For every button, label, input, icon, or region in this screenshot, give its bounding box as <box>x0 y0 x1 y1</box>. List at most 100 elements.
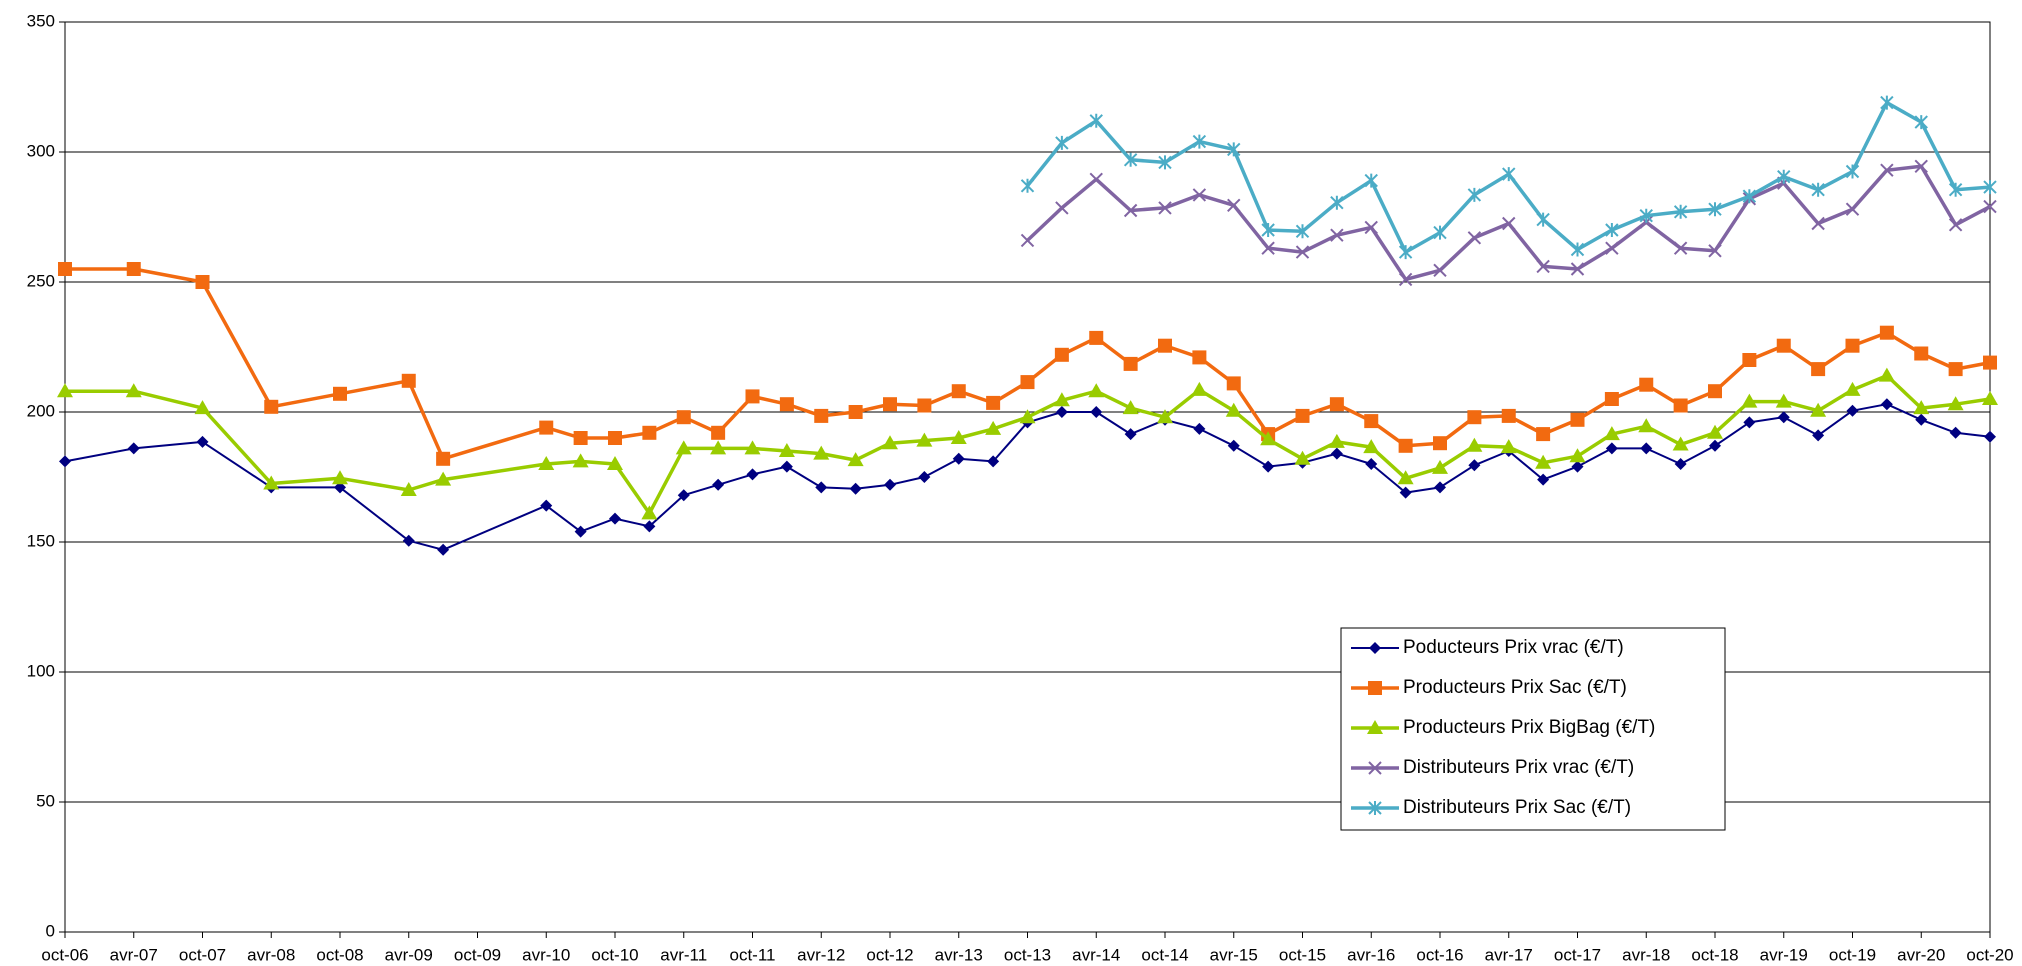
x-tick-label: avr-10 <box>522 945 570 964</box>
marker <box>194 400 211 415</box>
marker <box>1708 384 1722 399</box>
legend-label: Distributeurs Prix vrac (€/T) <box>1403 757 1634 778</box>
marker <box>1605 223 1619 237</box>
legend-label: Producteurs Prix BigBag (€/T) <box>1403 717 1655 738</box>
legend-label: Poducteurs Prix vrac (€/T) <box>1403 637 1624 658</box>
marker <box>1227 439 1240 452</box>
marker <box>263 475 280 490</box>
x-tick-label: oct-10 <box>591 945 638 964</box>
marker <box>1639 208 1653 223</box>
marker <box>59 455 71 468</box>
marker <box>1158 338 1172 353</box>
marker <box>1570 412 1585 427</box>
marker <box>643 520 656 533</box>
y-tick-label: 200 <box>27 401 55 420</box>
marker <box>1673 398 1688 413</box>
marker <box>1398 438 1413 453</box>
marker <box>1227 142 1241 157</box>
x-tick-label: oct-17 <box>1554 945 1601 964</box>
marker <box>1914 159 1928 174</box>
marker <box>1192 134 1207 149</box>
x-tick-label: oct-19 <box>1829 945 1876 964</box>
marker <box>1777 169 1791 184</box>
marker <box>1846 404 1859 417</box>
marker <box>1055 406 1068 418</box>
marker <box>1262 460 1275 473</box>
marker <box>745 389 760 404</box>
marker <box>1399 486 1412 499</box>
marker <box>1433 436 1447 451</box>
marker <box>1090 406 1103 418</box>
marker <box>1158 201 1172 215</box>
legend-marker <box>1368 801 1382 815</box>
marker <box>1879 325 1894 340</box>
marker <box>401 373 416 388</box>
marker <box>402 534 415 547</box>
marker <box>1260 431 1277 446</box>
marker <box>1672 436 1689 451</box>
marker <box>1707 424 1723 439</box>
marker <box>1810 402 1827 417</box>
x-tick-label: oct-20 <box>1966 945 2013 964</box>
marker <box>1604 392 1619 406</box>
marker <box>849 482 862 495</box>
marker <box>916 432 933 447</box>
x-tick-label: oct-14 <box>1141 945 1188 964</box>
marker <box>1466 437 1483 452</box>
x-tick-label: oct-11 <box>730 945 776 964</box>
x-tick-label: oct-09 <box>454 945 501 964</box>
x-tick-label: avr-08 <box>247 945 295 964</box>
marker <box>196 435 209 448</box>
marker <box>1468 459 1481 472</box>
marker <box>712 478 725 491</box>
marker <box>641 505 658 520</box>
x-tick-label: avr-16 <box>1347 945 1395 964</box>
legend-marker <box>1368 761 1382 775</box>
marker <box>677 489 690 502</box>
marker <box>1054 347 1069 362</box>
marker <box>1811 362 1826 377</box>
marker <box>1122 400 1139 415</box>
marker <box>1984 430 1996 443</box>
marker <box>1948 182 1963 197</box>
marker <box>1227 198 1241 213</box>
marker <box>1055 201 1069 215</box>
marker <box>1535 454 1552 469</box>
legend: Poducteurs Prix vrac (€/T) Producteurs Pr… <box>1340 627 1726 831</box>
y-tick-label: 300 <box>27 141 55 160</box>
x-tick-label: oct-15 <box>1279 945 1326 964</box>
marker <box>1673 241 1688 255</box>
marker <box>608 431 622 445</box>
marker <box>1364 220 1378 235</box>
marker <box>1398 245 1413 260</box>
x-tick-label: avr-14 <box>1072 945 1120 964</box>
marker <box>1983 180 1997 195</box>
marker <box>435 471 452 486</box>
marker <box>1020 178 1035 193</box>
marker <box>1467 410 1482 425</box>
marker <box>1949 426 1962 439</box>
x-tick-label: oct-13 <box>1004 945 1051 964</box>
marker <box>1948 362 1963 377</box>
marker <box>1777 411 1790 424</box>
marker <box>1914 115 1928 130</box>
marker <box>1295 245 1310 259</box>
marker <box>1742 189 1757 204</box>
marker <box>1124 428 1137 441</box>
marker <box>1605 241 1619 255</box>
marker <box>58 262 72 276</box>
marker <box>1294 450 1311 465</box>
x-tick-label: avr-13 <box>935 945 983 964</box>
marker <box>437 543 450 556</box>
marker <box>1192 188 1207 202</box>
x-tick-label: avr-17 <box>1485 945 1533 964</box>
marker <box>710 440 727 455</box>
marker <box>848 405 863 419</box>
series-line <box>65 373 1991 516</box>
marker <box>1983 355 1997 370</box>
marker <box>882 435 898 450</box>
marker <box>1811 182 1825 197</box>
marker <box>1845 338 1860 353</box>
marker <box>1020 233 1035 248</box>
